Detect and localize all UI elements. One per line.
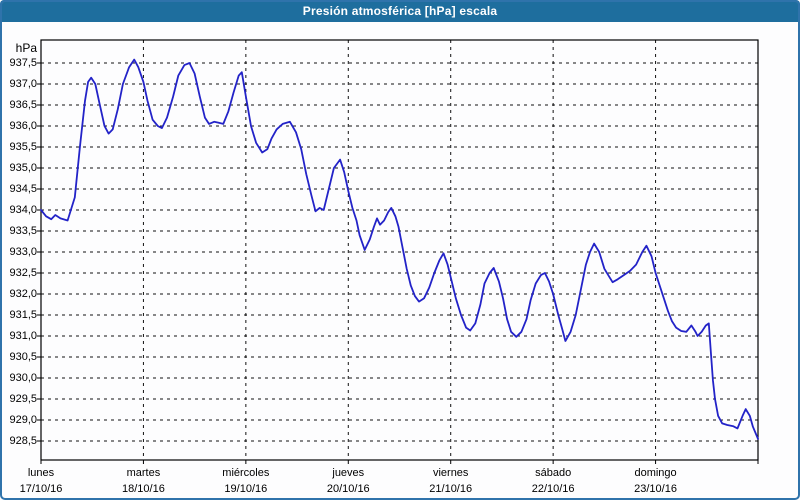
x-day-label: lunes 17/10/16 bbox=[0, 467, 93, 496]
day-name: lunes bbox=[27, 467, 55, 479]
day-date: 19/10/16 bbox=[224, 483, 268, 495]
x-day-label: jueves 20/10/16 bbox=[296, 467, 400, 496]
day-date: 23/10/16 bbox=[634, 483, 677, 495]
day-name: viernes bbox=[432, 467, 469, 479]
y-tick-label: 935,0 bbox=[9, 161, 37, 174]
y-tick-label: 936,5 bbox=[9, 98, 37, 111]
day-name: miércoles bbox=[222, 467, 270, 479]
day-name: domingo bbox=[634, 467, 677, 479]
x-day-label: miércoles 19/10/16 bbox=[194, 467, 298, 496]
y-tick-label: 936,0 bbox=[9, 119, 37, 132]
plot-border bbox=[40, 39, 759, 461]
y-tick-label: 929,5 bbox=[9, 392, 37, 405]
y-tick-label: 933,0 bbox=[9, 245, 37, 258]
y-axis-unit-label: hPa bbox=[15, 41, 37, 55]
y-tick-label: 935,5 bbox=[9, 140, 37, 153]
y-tick-label: 934,5 bbox=[9, 182, 37, 195]
day-name: martes bbox=[126, 467, 161, 479]
day-date: 17/10/16 bbox=[19, 483, 63, 495]
day-name: jueves bbox=[332, 467, 365, 479]
y-tick-label: 937,5 bbox=[9, 56, 37, 69]
y-tick-label: 931,0 bbox=[9, 329, 37, 342]
day-name: sábado bbox=[535, 467, 572, 479]
y-tick-label: 933,5 bbox=[9, 224, 37, 237]
x-day-label: martes 18/10/16 bbox=[91, 467, 195, 496]
y-tick-label: 928,5 bbox=[9, 434, 37, 447]
day-date: 22/10/16 bbox=[531, 483, 575, 495]
x-day-label: sábado 22/10/16 bbox=[501, 467, 605, 496]
y-tick-label: 937,0 bbox=[9, 77, 37, 90]
x-day-label: viernes 21/10/16 bbox=[399, 467, 503, 496]
y-tick-label: 934,0 bbox=[9, 203, 37, 216]
y-tick-label: 930,0 bbox=[9, 371, 37, 384]
day-date: 20/10/16 bbox=[326, 483, 370, 495]
y-tick-label: 932,5 bbox=[9, 266, 37, 279]
y-tick-label: 930,5 bbox=[9, 350, 37, 363]
y-tick-label: 929,0 bbox=[9, 413, 37, 426]
chart-title-bar: Presión atmosférica [hPa] escala bbox=[0, 0, 800, 22]
day-date: 21/10/16 bbox=[429, 483, 473, 495]
day-date: 18/10/16 bbox=[122, 483, 165, 495]
chart-title: Presión atmosférica [hPa] escala bbox=[302, 4, 498, 18]
pressure-series-line bbox=[40, 58, 759, 440]
x-day-label: domingo 23/10/16 bbox=[604, 467, 708, 496]
y-tick-label: 932,0 bbox=[9, 287, 37, 300]
y-tick-label: 931,5 bbox=[9, 308, 37, 321]
